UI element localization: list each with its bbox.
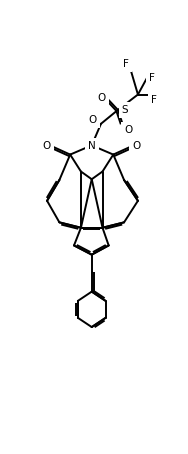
Text: O: O <box>43 141 51 151</box>
Text: N: N <box>88 141 96 151</box>
Text: O: O <box>133 141 141 151</box>
Text: F: F <box>123 59 129 69</box>
Text: O: O <box>89 115 97 125</box>
Text: O: O <box>124 125 132 135</box>
Text: F: F <box>151 95 157 105</box>
Text: F: F <box>149 73 155 83</box>
Text: S: S <box>122 105 128 115</box>
Text: O: O <box>97 93 106 103</box>
